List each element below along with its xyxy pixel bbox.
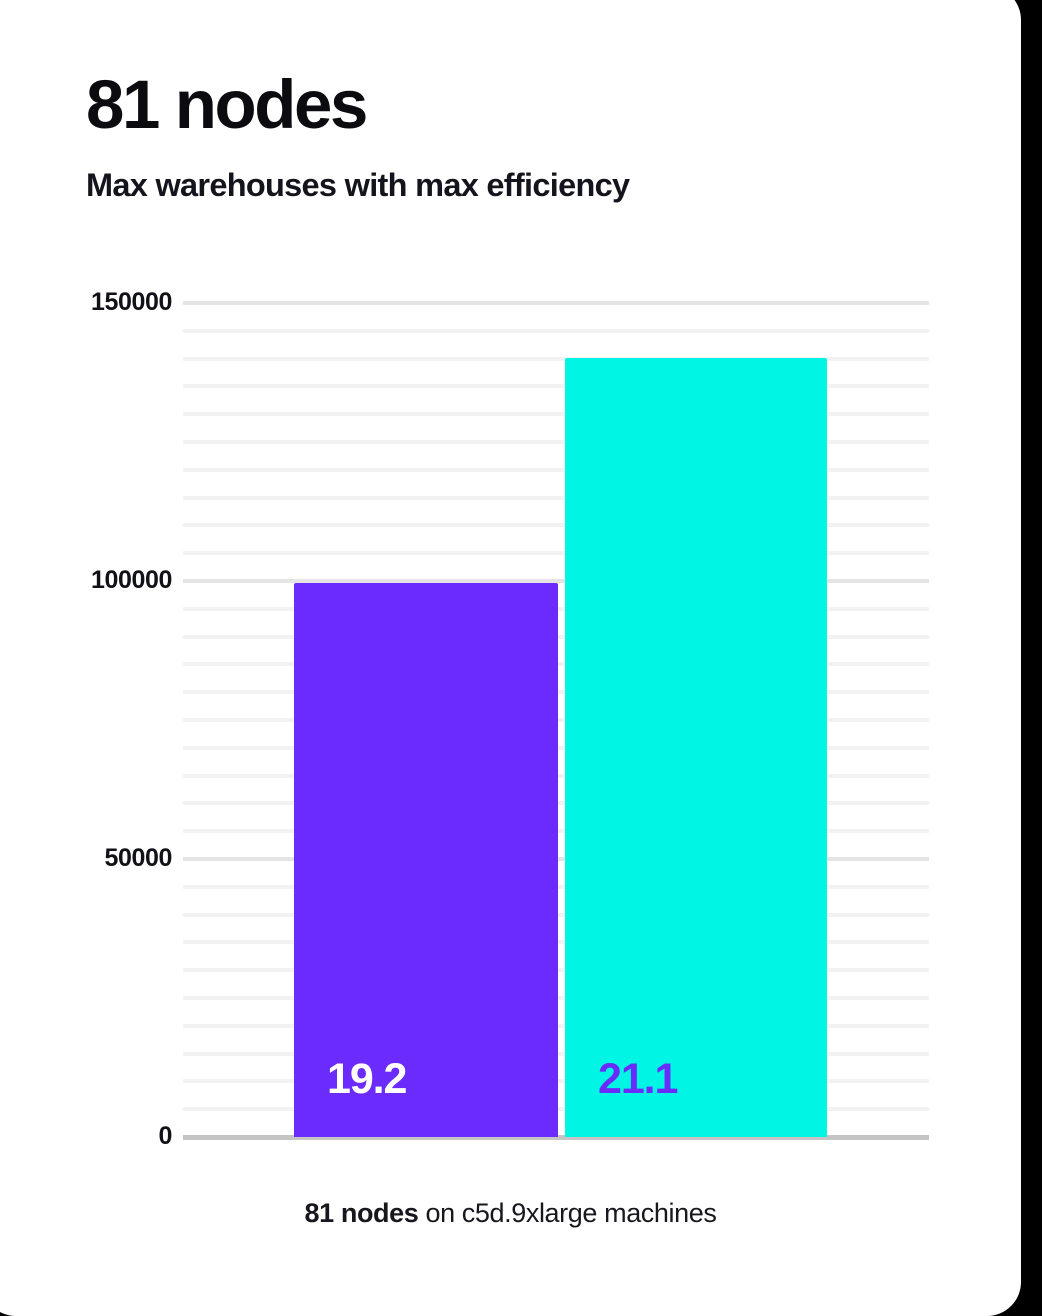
bar[interactable]: [565, 357, 827, 1137]
bar[interactable]: [294, 583, 558, 1137]
gridline-minor: [183, 440, 929, 444]
x-axis-baseline: [183, 1135, 929, 1140]
gridline-minor: [183, 495, 929, 500]
page-subtitle: Max warehouses with max efficiency: [86, 167, 630, 203]
y-axis-tick-label: 50000: [104, 844, 172, 872]
gridline-minor: [183, 356, 929, 361]
gridline-minor: [183, 328, 929, 333]
caption-rest: on c5d.9xlarge machines: [418, 1198, 717, 1228]
bar-value-label: 21.1: [598, 1055, 678, 1103]
gridline-major: [183, 579, 929, 583]
bar-value-label: 19.2: [327, 1055, 407, 1103]
page-title: 81 nodes: [86, 66, 368, 143]
chart-caption: 81 nodes on c5d.9xlarge machines: [0, 1198, 1021, 1229]
caption-strong: 81 nodes: [304, 1198, 419, 1228]
gridline-minor: [183, 467, 929, 472]
chart-header: 81 nodes Max warehouses with max efficie…: [86, 70, 966, 204]
y-axis-tick-label: 100000: [90, 566, 172, 594]
gridline-minor: [183, 551, 929, 556]
gridline-minor: [183, 523, 929, 528]
gridline-minor: [183, 412, 929, 417]
gridline-minor: [183, 384, 929, 389]
y-axis-tick-label: 0: [158, 1122, 172, 1150]
gridline-major: [183, 301, 929, 305]
y-axis-tick-label: 150000: [90, 288, 172, 316]
